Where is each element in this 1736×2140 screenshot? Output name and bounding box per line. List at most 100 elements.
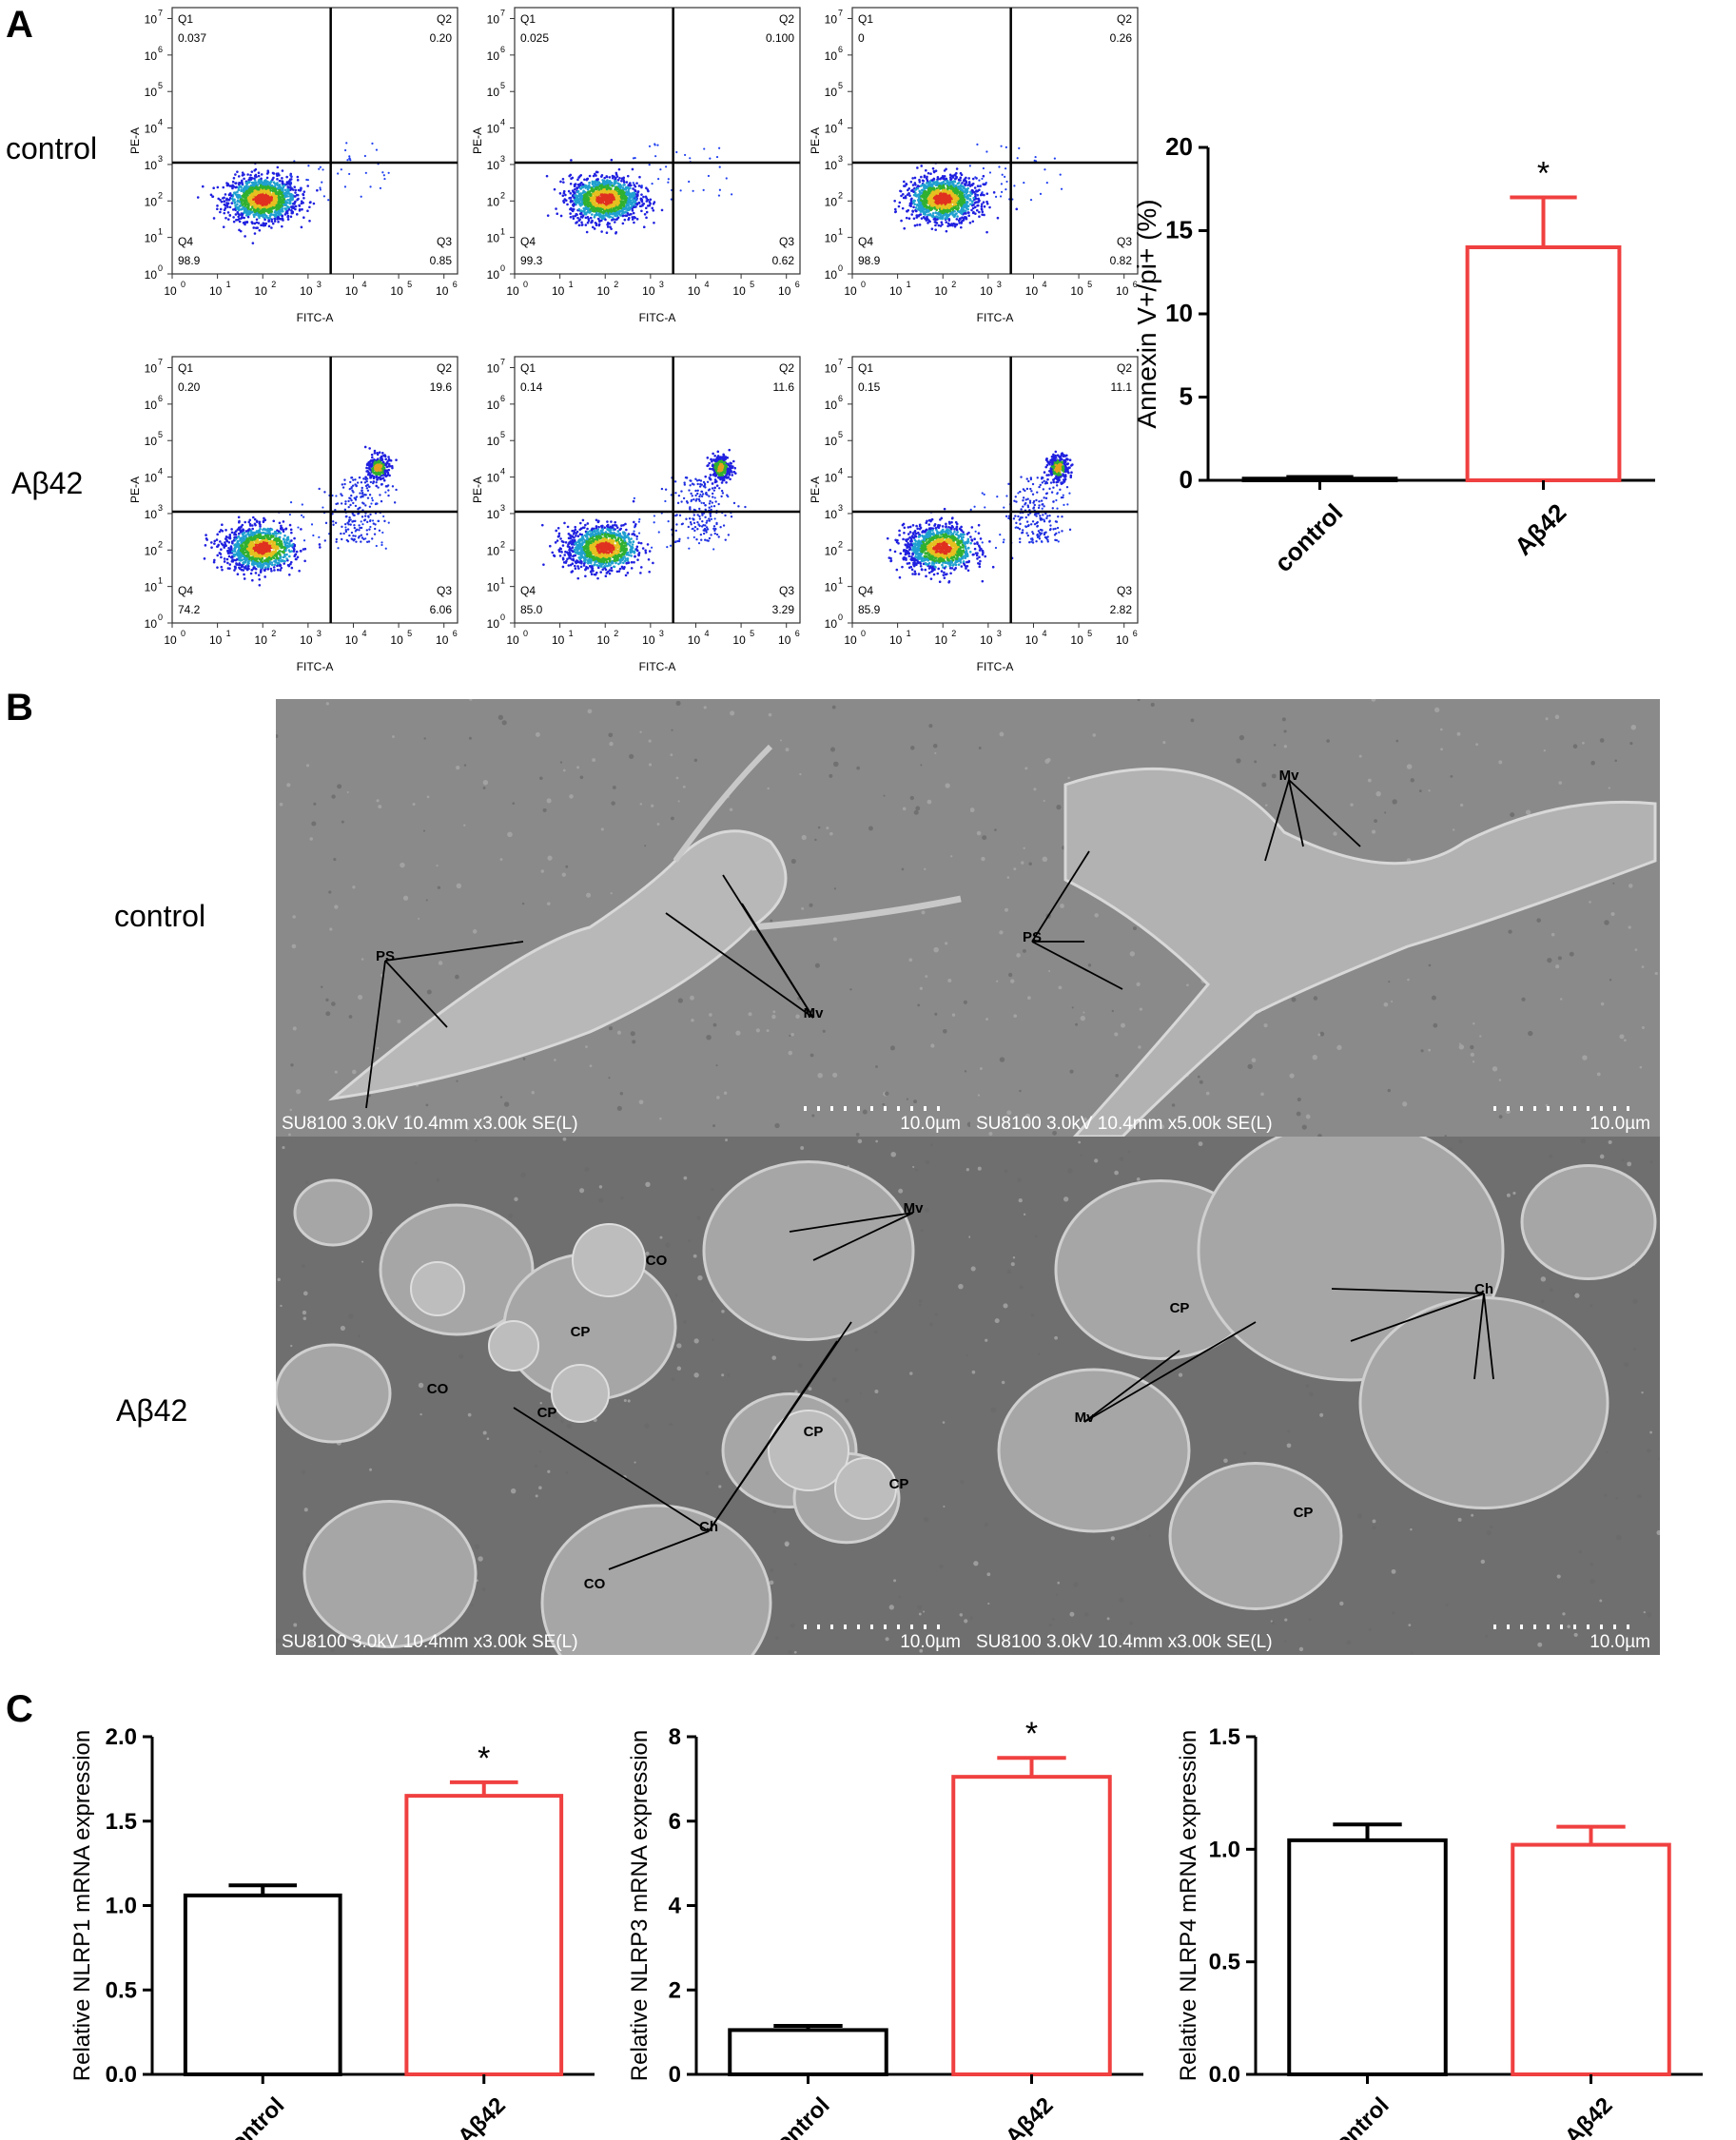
x-tick-label: 10: [164, 633, 177, 647]
y-axis-label: Relative NLRP1 mRNA expression: [69, 1730, 95, 2081]
x-category-label: control: [1321, 2092, 1395, 2140]
svg-text:0: 0: [838, 263, 843, 273]
x-tick-label: 10: [935, 633, 948, 647]
quadrant-percent: 6.06: [430, 603, 453, 616]
svg-text:2: 2: [158, 190, 163, 200]
sem-caption: SU8100 3.0kV 10.4mm x3.00k SE(L): [282, 1114, 578, 1134]
quadrant-percent: 0.100: [766, 31, 794, 45]
y-tick-label: 10: [825, 49, 838, 63]
svg-text:1: 1: [569, 280, 574, 289]
scale-bar-tick: [897, 1624, 900, 1629]
scale-bar-tick: [1560, 1106, 1563, 1111]
quadrant-percent: 0.26: [1110, 31, 1133, 45]
scale-bar-tick: [817, 1624, 820, 1629]
y-tick-label: 0: [669, 2062, 681, 2088]
svg-text:6: 6: [795, 280, 800, 289]
quadrant-name: Q1: [520, 361, 536, 375]
quadrant-percent: 0.025: [520, 31, 549, 45]
sem-image: PS Mv SU8100 3.0kV 10.4mm x3.00k SE(L) 10.0…: [276, 699, 970, 1137]
cell-body: [1168, 1462, 1343, 1610]
significance-marker: *: [1537, 156, 1550, 192]
y-tick-label: 10: [145, 435, 158, 448]
y-tick-label: 10: [825, 617, 838, 631]
svg-text:7: 7: [500, 9, 505, 18]
quadrant-name: Q1: [858, 361, 873, 375]
plot-frame: [851, 7, 1139, 275]
y-tick-label: 10: [145, 581, 158, 594]
quadrant-name: Q4: [520, 235, 536, 248]
annotation-pointer: [1288, 779, 1361, 847]
sem-scale-label: 10.0µm: [1590, 1114, 1650, 1134]
x-tick-label: 10: [778, 284, 791, 298]
y-tick-label: 10: [825, 508, 838, 521]
svg-text:1: 1: [226, 280, 231, 289]
row-label-control-a: control: [6, 131, 98, 165]
x-tick-label: 10: [732, 284, 746, 298]
y-tick-label: 10: [825, 581, 838, 594]
x-tick-label: 10: [844, 633, 857, 647]
annotation-label: CO: [646, 1253, 668, 1269]
x-category-label: Aβ42: [1560, 2092, 1618, 2140]
x-tick-label: 10: [164, 284, 177, 298]
annotation-pointer: [1083, 1321, 1257, 1423]
y-tick-label: 10: [145, 362, 158, 376]
quadrant-percent: 3.29: [772, 603, 795, 616]
plot-frame: [851, 356, 1139, 624]
x-tick-label: 10: [390, 633, 403, 647]
y-tick-label: 10: [487, 435, 500, 448]
y-tick-label: 10: [487, 49, 500, 63]
scale-bar-tick: [1600, 1106, 1603, 1111]
annotation-label: CO: [584, 1576, 606, 1592]
x-axis-label: FITC-A: [977, 660, 1014, 673]
y-tick-label: 10: [825, 399, 838, 412]
scale-bar-tick: [857, 1624, 860, 1629]
y-tick-label: 10: [487, 508, 500, 521]
annotation-label: CP: [804, 1424, 824, 1440]
bar-abeta42: [1511, 1842, 1671, 2076]
x-tick-label: 10: [436, 284, 449, 298]
x-tick-label: 10: [778, 633, 791, 647]
annotation-pointer: [384, 960, 448, 1028]
annotation-label: CO: [427, 1381, 449, 1397]
row-label-control-b: control: [114, 899, 206, 933]
row-label-abeta-a: Aβ42: [11, 466, 84, 500]
svg-text:5: 5: [1087, 280, 1092, 289]
quadrant-percent: 0.62: [772, 254, 795, 267]
annotation-label: CP: [571, 1324, 591, 1340]
event-dots: [540, 448, 747, 580]
y-tick-label: 0.0: [1209, 2062, 1240, 2088]
x-tick-label: 10: [436, 633, 449, 647]
svg-text:1: 1: [500, 227, 505, 237]
y-tick-label: 10: [487, 581, 500, 594]
event-dots: [893, 143, 1063, 234]
scale-bar-tick: [1547, 1106, 1550, 1111]
apoptotic-bleb: [488, 1320, 539, 1372]
svg-text:7: 7: [158, 9, 163, 18]
scale-bar-tick: [897, 1106, 900, 1111]
annotation-label: CP: [889, 1476, 909, 1492]
x-tick-label: 10: [1116, 633, 1129, 647]
scale-bar-tick: [1493, 1624, 1496, 1629]
scale-bar-tick: [884, 1624, 887, 1629]
y-tick-label: 10: [487, 268, 500, 282]
y-tick-label: 10: [825, 268, 838, 282]
y-tick-label: 20: [1165, 133, 1193, 161]
y-axis-label: Annexin V+/pi+ (%): [1132, 199, 1161, 428]
panel-letter-b: B: [6, 687, 33, 729]
svg-text:2: 2: [614, 280, 618, 289]
y-tick-label: 10: [145, 232, 158, 245]
x-tick-label: 10: [1070, 633, 1083, 647]
cell-body: [1358, 1296, 1609, 1509]
apoptotic-bleb: [410, 1261, 465, 1316]
annotation-pointer: [812, 1212, 914, 1261]
scale-bar-tick: [830, 1624, 833, 1629]
x-category-label: control: [762, 2092, 835, 2140]
x-category-label: Aβ42: [1509, 498, 1571, 561]
quadrant-percent: 98.9: [858, 254, 881, 267]
bar-abeta42: [1465, 245, 1622, 482]
quadrant-percent: 99.3: [520, 254, 543, 267]
y-tick-label: 10: [145, 544, 158, 557]
x-tick-label: 10: [597, 284, 611, 298]
svg-text:6: 6: [1133, 280, 1138, 289]
